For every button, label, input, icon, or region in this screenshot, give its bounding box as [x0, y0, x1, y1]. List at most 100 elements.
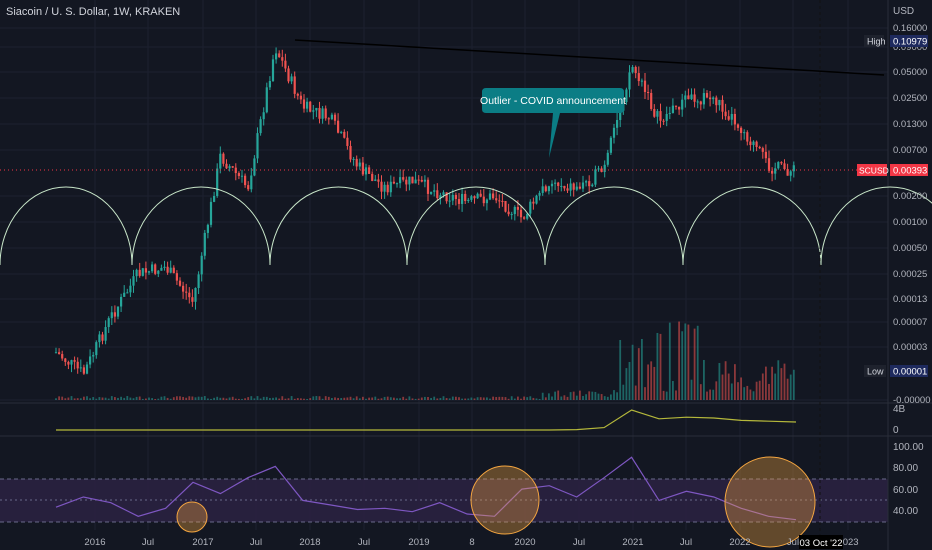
volume-bar: [389, 397, 392, 400]
candle-body: [674, 105, 678, 107]
time-tick-label: Jul: [680, 537, 692, 548]
candle-body: [268, 80, 271, 88]
highlight-circle-2[interactable]: [470, 465, 540, 535]
price-tick-label: 0.00100: [893, 217, 927, 228]
candle-body: [296, 93, 299, 96]
candle-body: [352, 158, 355, 160]
volume-bar: [210, 398, 212, 400]
candle-body: [411, 176, 414, 184]
volume-bar: [656, 332, 659, 400]
cycle-arc: [0, 186, 133, 266]
volume-bar: [476, 397, 479, 400]
volume-bar: [135, 396, 138, 400]
volume-bar: [163, 396, 166, 400]
time-tick-label: 2019: [408, 537, 429, 548]
candle-body: [343, 131, 346, 138]
volume-bar: [746, 385, 749, 400]
volume-bar: [334, 397, 336, 400]
candle-body: [488, 193, 492, 200]
volume-bar: [76, 398, 79, 400]
volume-bar: [647, 364, 649, 400]
candle-body: [771, 170, 774, 174]
trendline[interactable]: [294, 39, 885, 76]
volume-bar: [393, 397, 395, 400]
volume-bar: [687, 324, 690, 400]
volume-bar: [306, 398, 308, 400]
candle-body: [783, 163, 786, 170]
volume-bar: [715, 381, 718, 400]
candle-body: [736, 124, 740, 128]
volume-bar: [337, 397, 339, 400]
candle-body: [442, 192, 445, 196]
candle-body: [448, 200, 451, 202]
candle-body: [566, 188, 569, 191]
candle-body: [408, 176, 411, 185]
volume-bar: [749, 389, 752, 400]
candle-body: [473, 196, 476, 199]
candle-body: [789, 171, 792, 176]
volume-bar: [541, 392, 544, 400]
volume-bar: [430, 398, 432, 400]
candle-body: [61, 354, 64, 359]
volume-bar: [563, 395, 566, 400]
candle-body: [544, 186, 547, 192]
candle-body: [386, 184, 389, 193]
cycle-arcs: [0, 186, 932, 266]
volume-bar: [101, 397, 104, 400]
volume-bar: [182, 396, 184, 400]
candle-body: [206, 224, 209, 233]
volume-bar: [520, 398, 522, 400]
volume-bar: [517, 396, 519, 400]
candle-body: [178, 280, 182, 286]
low-badge-label: Low: [867, 367, 884, 377]
candle-body: [603, 164, 606, 172]
volume-bar: [120, 396, 122, 400]
volume-bar: [259, 398, 262, 400]
volume-bar: [774, 373, 777, 400]
volume-bar: [241, 398, 243, 400]
volume-bar: [613, 390, 615, 400]
candle-body: [216, 168, 219, 196]
volume-bar: [560, 396, 563, 400]
candle-body: [470, 196, 473, 200]
volume-bar: [755, 381, 758, 400]
volume-bar: [203, 396, 206, 400]
candle-body: [157, 270, 160, 274]
candle-body: [172, 267, 175, 274]
candle-body: [116, 306, 120, 317]
volume-bar: [244, 398, 246, 400]
candle-body: [554, 182, 557, 184]
high-badge-value: 0.10979: [893, 37, 927, 48]
volume-bar: [129, 397, 132, 400]
candle-body: [110, 312, 113, 319]
candle-body: [185, 291, 188, 293]
volume-bar: [706, 391, 708, 400]
volume-bar: [513, 398, 516, 400]
volume-bar: [287, 398, 290, 400]
volume-bar: [625, 368, 628, 400]
highlight-circle-1[interactable]: [176, 501, 208, 533]
volume-bar: [95, 398, 98, 400]
volume-bar: [197, 396, 200, 400]
candle-body: [792, 165, 795, 172]
candle-body: [306, 101, 309, 109]
volume-bar: [532, 397, 535, 400]
volume-bar: [551, 396, 553, 400]
candle-body: [126, 292, 129, 294]
candle-body: [364, 167, 368, 175]
candle-body: [504, 201, 507, 212]
candle-body: [693, 94, 696, 102]
candle-body: [95, 342, 98, 356]
annotation-callout[interactable]: Outlier - COVID announcement: [480, 88, 626, 158]
volume-bar: [681, 331, 684, 400]
highlight-circle-3[interactable]: [724, 456, 816, 548]
candle-body: [519, 209, 523, 218]
volume-bar: [668, 322, 671, 400]
volume-bar: [678, 321, 680, 400]
candle-body: [560, 185, 563, 187]
price-tick-label: 0.09000: [893, 42, 927, 53]
volume-bar: [594, 391, 597, 400]
candle-body: [625, 89, 628, 103]
candle-body: [395, 183, 399, 185]
